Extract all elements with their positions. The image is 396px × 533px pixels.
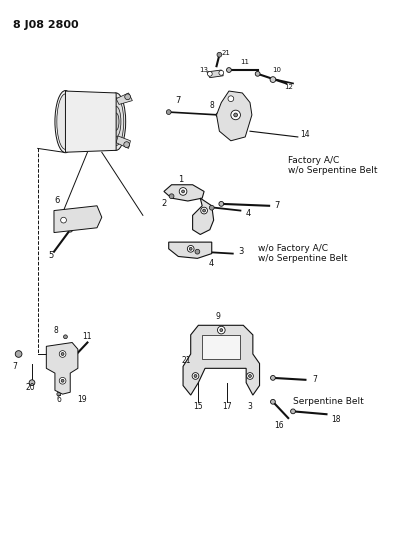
Circle shape — [187, 246, 194, 252]
Polygon shape — [207, 70, 223, 78]
Circle shape — [59, 351, 66, 357]
Text: 21: 21 — [222, 50, 230, 56]
Circle shape — [220, 329, 223, 332]
Text: w/o Factory A/C
w/o Serpentine Belt: w/o Factory A/C w/o Serpentine Belt — [258, 244, 347, 263]
Ellipse shape — [57, 94, 74, 149]
Circle shape — [228, 96, 234, 102]
Polygon shape — [183, 325, 259, 395]
Text: 6: 6 — [54, 196, 59, 205]
Text: 19: 19 — [77, 395, 86, 405]
Text: 4: 4 — [209, 259, 214, 268]
Text: 8: 8 — [53, 326, 58, 335]
Circle shape — [234, 113, 238, 117]
Text: 20: 20 — [25, 383, 35, 392]
Text: 3: 3 — [238, 247, 244, 256]
Polygon shape — [202, 335, 240, 359]
Text: 17: 17 — [222, 402, 232, 411]
Polygon shape — [164, 185, 204, 201]
Text: 7: 7 — [175, 96, 181, 105]
Circle shape — [61, 379, 64, 382]
Circle shape — [217, 52, 222, 57]
Ellipse shape — [113, 113, 119, 130]
Circle shape — [208, 71, 212, 76]
Polygon shape — [217, 91, 252, 141]
Text: Factory A/C
w/o Serpentine Belt: Factory A/C w/o Serpentine Belt — [288, 156, 378, 175]
Text: Serpentine Belt: Serpentine Belt — [293, 397, 364, 406]
Ellipse shape — [107, 93, 126, 150]
Circle shape — [201, 207, 208, 214]
Text: 2: 2 — [161, 199, 167, 208]
Text: 18: 18 — [331, 415, 341, 424]
Circle shape — [70, 357, 74, 361]
Ellipse shape — [109, 98, 124, 146]
Circle shape — [57, 392, 61, 396]
Circle shape — [231, 110, 240, 120]
Text: 10: 10 — [272, 67, 281, 73]
Circle shape — [209, 205, 214, 210]
Text: 14: 14 — [300, 130, 309, 139]
Text: 6: 6 — [56, 395, 61, 405]
Circle shape — [29, 380, 35, 385]
Polygon shape — [65, 91, 116, 152]
Circle shape — [63, 335, 67, 338]
Circle shape — [270, 399, 275, 404]
Text: 13: 13 — [200, 67, 209, 73]
Text: 16: 16 — [274, 421, 284, 430]
Text: 4: 4 — [245, 209, 250, 218]
Circle shape — [179, 188, 187, 195]
Polygon shape — [46, 343, 78, 394]
Text: 7: 7 — [312, 375, 317, 384]
Circle shape — [125, 94, 130, 100]
Circle shape — [68, 227, 72, 232]
Text: 1: 1 — [179, 174, 184, 183]
Circle shape — [124, 142, 129, 148]
Circle shape — [291, 409, 295, 414]
Polygon shape — [192, 198, 214, 235]
Polygon shape — [116, 136, 130, 148]
Ellipse shape — [55, 91, 76, 153]
Circle shape — [194, 375, 197, 377]
Text: 5: 5 — [48, 251, 54, 260]
Circle shape — [169, 194, 174, 199]
Text: 8 J08 2800: 8 J08 2800 — [13, 20, 78, 30]
Circle shape — [203, 209, 206, 212]
Circle shape — [195, 249, 200, 254]
Text: 12: 12 — [284, 84, 293, 90]
Text: 8: 8 — [209, 101, 214, 110]
Circle shape — [247, 373, 253, 379]
Circle shape — [270, 376, 275, 380]
Text: 3: 3 — [248, 402, 252, 411]
Circle shape — [166, 110, 171, 115]
Circle shape — [216, 112, 221, 117]
Circle shape — [15, 351, 22, 357]
Text: 11: 11 — [83, 332, 92, 341]
Polygon shape — [54, 206, 102, 232]
Text: 15: 15 — [194, 402, 203, 411]
Circle shape — [61, 217, 67, 223]
Circle shape — [227, 68, 231, 72]
Circle shape — [255, 71, 260, 76]
Circle shape — [189, 247, 192, 251]
Circle shape — [219, 70, 224, 75]
Polygon shape — [116, 93, 132, 104]
Circle shape — [59, 377, 66, 384]
Text: 21: 21 — [181, 356, 191, 365]
Circle shape — [61, 352, 64, 356]
Circle shape — [192, 373, 199, 379]
Circle shape — [249, 375, 251, 377]
Text: 11: 11 — [240, 59, 249, 66]
Text: 7: 7 — [12, 362, 17, 371]
Ellipse shape — [111, 107, 121, 137]
Text: 7: 7 — [274, 201, 279, 211]
Circle shape — [182, 190, 185, 193]
Circle shape — [217, 326, 225, 334]
Polygon shape — [169, 242, 212, 259]
Circle shape — [219, 201, 224, 206]
Text: 9: 9 — [215, 312, 220, 321]
Circle shape — [270, 77, 276, 83]
